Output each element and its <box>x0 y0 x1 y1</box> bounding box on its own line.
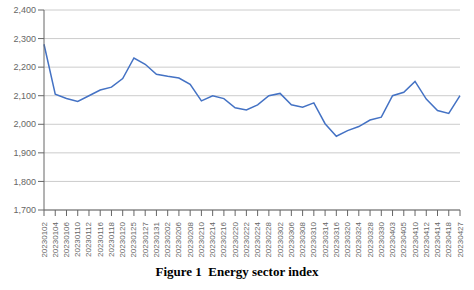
svg-text:20230210: 20230210 <box>197 221 206 257</box>
svg-text:20230328: 20230328 <box>366 221 375 257</box>
svg-text:20230216: 20230216 <box>219 221 228 257</box>
svg-text:2,300: 2,300 <box>13 34 36 44</box>
svg-text:20230316: 20230316 <box>332 221 341 257</box>
svg-text:20230308: 20230308 <box>298 221 307 257</box>
svg-text:1,700: 1,700 <box>13 205 36 215</box>
svg-text:20230118: 20230118 <box>107 221 116 257</box>
svg-text:20230125: 20230125 <box>129 221 138 257</box>
svg-text:20230202: 20230202 <box>163 221 172 257</box>
svg-text:20230104: 20230104 <box>51 221 60 257</box>
svg-text:20230208: 20230208 <box>186 221 195 257</box>
svg-text:20230427: 20230427 <box>456 221 465 257</box>
svg-text:20230214: 20230214 <box>208 221 217 257</box>
svg-text:2,000: 2,000 <box>13 119 36 129</box>
svg-text:20230320: 20230320 <box>343 221 352 257</box>
svg-text:20230131: 20230131 <box>152 221 161 257</box>
svg-text:1,900: 1,900 <box>13 148 36 158</box>
svg-text:20230206: 20230206 <box>174 221 183 257</box>
svg-text:20230330: 20230330 <box>377 221 386 257</box>
svg-text:20230314: 20230314 <box>321 221 330 257</box>
svg-text:20230228: 20230228 <box>264 221 273 257</box>
svg-text:20230302: 20230302 <box>276 221 285 257</box>
svg-text:20230403: 20230403 <box>388 221 397 257</box>
svg-text:20230324: 20230324 <box>354 221 363 257</box>
svg-text:2,400: 2,400 <box>13 5 36 15</box>
svg-text:20230110: 20230110 <box>73 221 82 257</box>
svg-text:20230412: 20230412 <box>422 221 431 257</box>
svg-text:20230306: 20230306 <box>287 221 296 257</box>
svg-text:20230220: 20230220 <box>231 221 240 257</box>
svg-text:20230410: 20230410 <box>411 221 420 257</box>
svg-text:20230310: 20230310 <box>309 221 318 257</box>
svg-text:20230224: 20230224 <box>253 221 262 257</box>
svg-text:1,800: 1,800 <box>13 177 36 187</box>
html-text:Figure 1 Energy sector index: Figure 1 Energy sector index <box>155 264 319 279</box>
svg-text:20230102: 20230102 <box>40 221 49 257</box>
svg-text:20230127: 20230127 <box>141 221 150 257</box>
svg-text:20230112: 20230112 <box>84 221 93 257</box>
svg-text:20230116: 20230116 <box>96 221 105 257</box>
svg-text:2,200: 2,200 <box>13 62 36 72</box>
svg-text:2,100: 2,100 <box>13 91 36 101</box>
svg-text:20230414: 20230414 <box>433 221 442 257</box>
svg-text:20230418: 20230418 <box>444 221 453 257</box>
svg-text:20230120: 20230120 <box>118 221 127 257</box>
svg-text:20230405: 20230405 <box>399 221 408 257</box>
svg-text:20230106: 20230106 <box>62 221 71 257</box>
svg-text:20230222: 20230222 <box>242 221 251 257</box>
